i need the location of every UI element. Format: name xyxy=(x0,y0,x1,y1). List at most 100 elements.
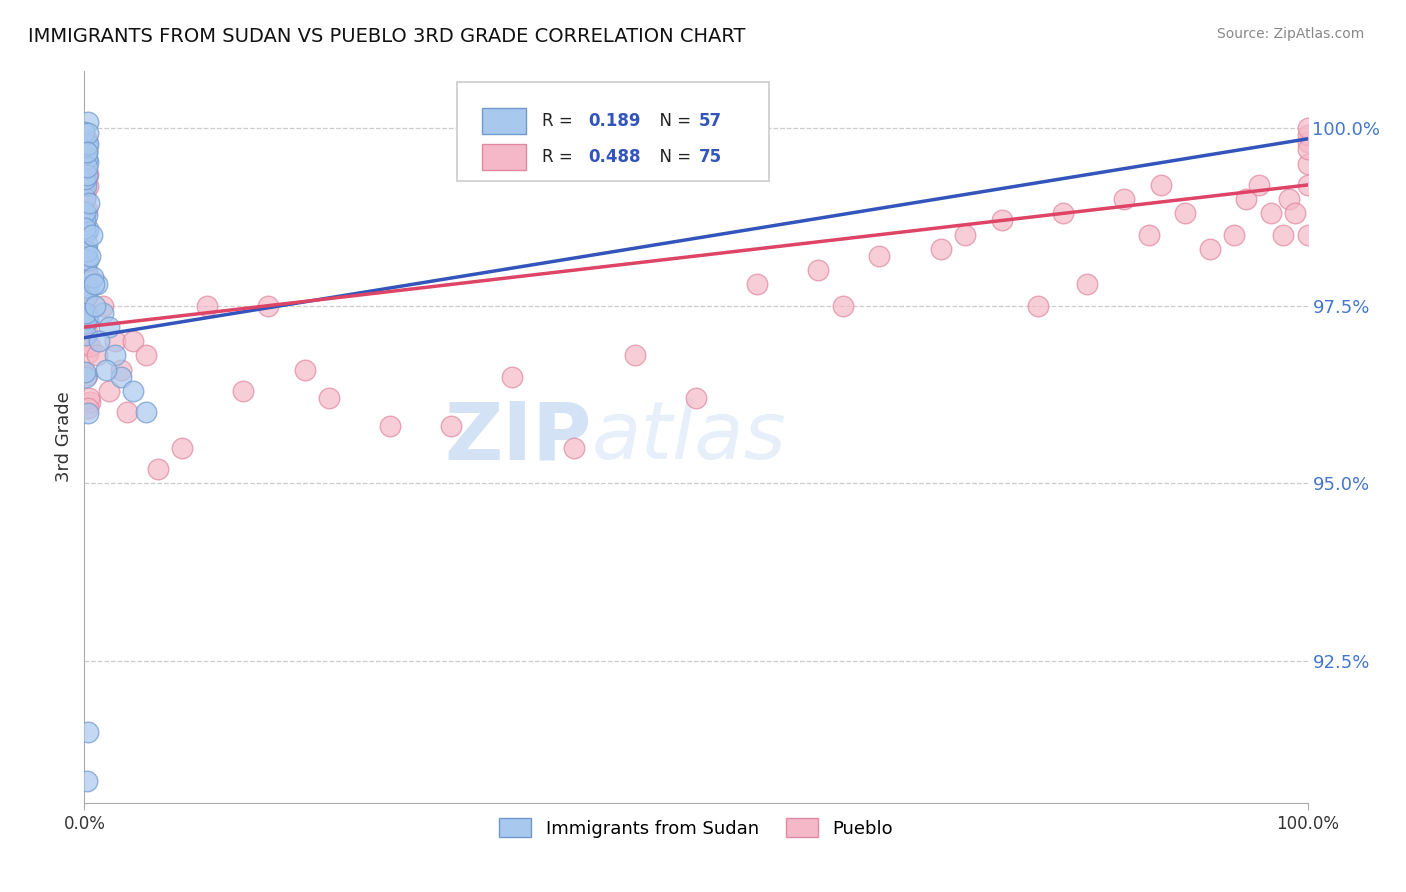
Point xyxy=(76,310,98,325)
Point xyxy=(84,299,107,313)
Point xyxy=(86,348,108,362)
Point xyxy=(79,339,101,353)
Point xyxy=(77,392,100,406)
Point xyxy=(195,299,218,313)
Point xyxy=(624,348,647,362)
Point xyxy=(440,419,463,434)
Point xyxy=(76,168,98,182)
Point xyxy=(73,213,96,227)
Point xyxy=(76,154,98,169)
Point xyxy=(91,306,114,320)
Point xyxy=(73,175,96,189)
Point xyxy=(75,365,97,379)
Point xyxy=(75,316,97,330)
Point xyxy=(1296,128,1319,143)
Legend: Immigrants from Sudan, Pueblo: Immigrants from Sudan, Pueblo xyxy=(491,811,901,845)
Point xyxy=(76,774,98,789)
Point xyxy=(79,249,101,263)
Text: atlas: atlas xyxy=(592,398,787,476)
Point xyxy=(1296,227,1319,242)
Point xyxy=(75,146,97,161)
Point xyxy=(869,249,891,263)
Point xyxy=(75,272,97,286)
Point xyxy=(75,279,97,293)
Point xyxy=(146,462,169,476)
Point xyxy=(76,151,98,165)
Point xyxy=(1260,206,1282,220)
Point xyxy=(135,405,157,419)
Point xyxy=(1296,178,1319,192)
Point xyxy=(75,204,97,219)
Point xyxy=(75,262,97,277)
Point xyxy=(1076,277,1098,292)
Point xyxy=(75,220,97,235)
Point xyxy=(1284,206,1306,220)
Point xyxy=(76,137,98,152)
Point xyxy=(232,384,254,398)
Text: ZIP: ZIP xyxy=(444,398,592,476)
Point xyxy=(1137,227,1160,242)
Point xyxy=(1028,299,1050,313)
Point xyxy=(75,306,97,320)
Text: IMMIGRANTS FROM SUDAN VS PUEBLO 3RD GRADE CORRELATION CHART: IMMIGRANTS FROM SUDAN VS PUEBLO 3RD GRAD… xyxy=(28,27,745,45)
Point xyxy=(77,114,100,128)
Point xyxy=(97,320,120,334)
Point xyxy=(87,334,110,349)
Point xyxy=(1174,206,1197,220)
Point xyxy=(380,419,402,434)
Point xyxy=(76,203,98,218)
Point xyxy=(77,252,100,267)
Point xyxy=(929,242,952,256)
Point xyxy=(77,724,100,739)
Point xyxy=(76,244,98,259)
Point xyxy=(79,271,101,285)
Point xyxy=(76,221,98,235)
Point xyxy=(73,191,96,205)
Point xyxy=(1150,178,1173,192)
Point xyxy=(76,145,98,159)
Point xyxy=(76,225,98,239)
Point xyxy=(75,328,97,343)
Point xyxy=(1223,227,1246,242)
Point xyxy=(76,145,98,159)
Point xyxy=(104,348,127,362)
Point xyxy=(318,391,340,405)
Point xyxy=(807,263,830,277)
Point xyxy=(80,227,103,242)
Point xyxy=(110,369,132,384)
Point xyxy=(257,299,280,313)
Point xyxy=(294,362,316,376)
Point xyxy=(75,183,97,197)
Point xyxy=(76,401,98,415)
Point xyxy=(76,160,98,174)
Point xyxy=(685,391,707,405)
Point xyxy=(96,362,118,376)
Point xyxy=(77,196,100,211)
Point xyxy=(97,384,120,398)
Point xyxy=(79,395,101,409)
Point xyxy=(172,441,194,455)
Point xyxy=(122,384,145,398)
Point xyxy=(991,213,1014,227)
Point xyxy=(1247,178,1270,192)
Point xyxy=(76,308,98,322)
Point xyxy=(73,225,96,239)
Point xyxy=(75,191,97,205)
Point xyxy=(77,280,100,294)
Text: Source: ZipAtlas.com: Source: ZipAtlas.com xyxy=(1216,27,1364,41)
Point xyxy=(76,265,98,279)
Text: N =: N = xyxy=(650,148,697,166)
Y-axis label: 3rd Grade: 3rd Grade xyxy=(55,392,73,483)
Point xyxy=(86,277,108,292)
Text: 0.488: 0.488 xyxy=(588,148,641,166)
Text: R =: R = xyxy=(541,148,578,166)
Point xyxy=(82,270,104,285)
Point xyxy=(76,133,98,147)
FancyBboxPatch shape xyxy=(482,144,526,170)
Point xyxy=(76,168,98,182)
Point xyxy=(76,406,98,420)
FancyBboxPatch shape xyxy=(457,82,769,181)
Point xyxy=(75,370,97,384)
Point xyxy=(73,125,96,139)
Point xyxy=(115,405,138,419)
